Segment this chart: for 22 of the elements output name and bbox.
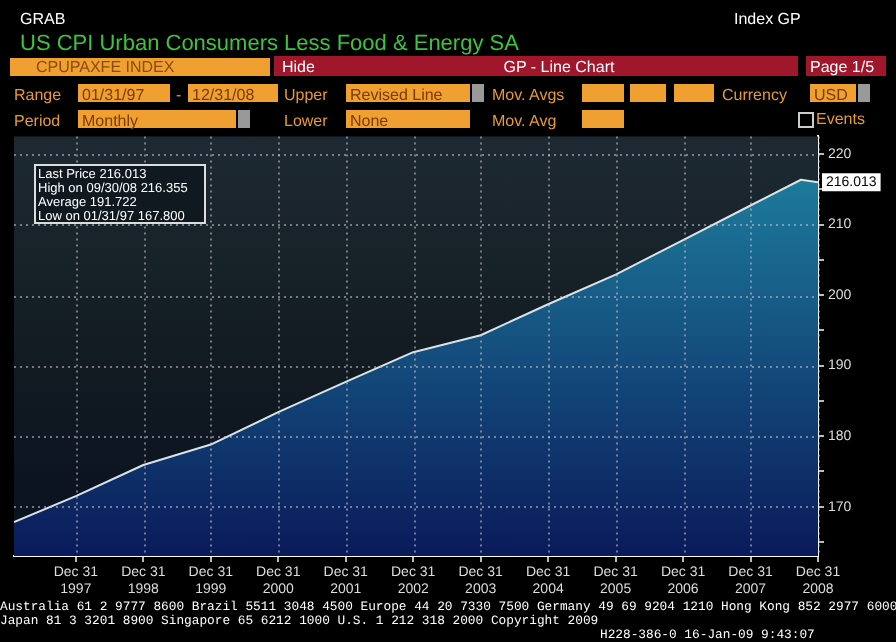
text: Period	[14, 112, 61, 130]
text: CPUPAXFE INDEX	[36, 58, 175, 76]
text: Range	[14, 86, 62, 104]
text: Page 1/5	[810, 58, 875, 76]
text: Currency	[722, 86, 787, 104]
text: Mov. Avg	[492, 112, 557, 130]
text: 01/31/97	[82, 86, 145, 104]
text: Index GP	[734, 10, 801, 28]
text: GP - Line Chart	[501, 58, 617, 76]
text: Monthly	[82, 112, 139, 130]
text: 12/31/08	[192, 86, 255, 104]
text: None	[350, 112, 389, 130]
text: Mov. Avgs	[492, 86, 565, 104]
text: -	[176, 86, 182, 104]
text: USD	[814, 86, 848, 104]
text: GRAB	[20, 10, 66, 28]
text: Lower	[284, 112, 328, 130]
text: Events	[816, 110, 865, 128]
text: Hide	[282, 58, 315, 76]
text: Revised Line	[350, 86, 443, 104]
text: Upper	[284, 86, 328, 104]
chart-title: US CPI Urban Consumers Less Food & Energy SA	[20, 32, 519, 56]
